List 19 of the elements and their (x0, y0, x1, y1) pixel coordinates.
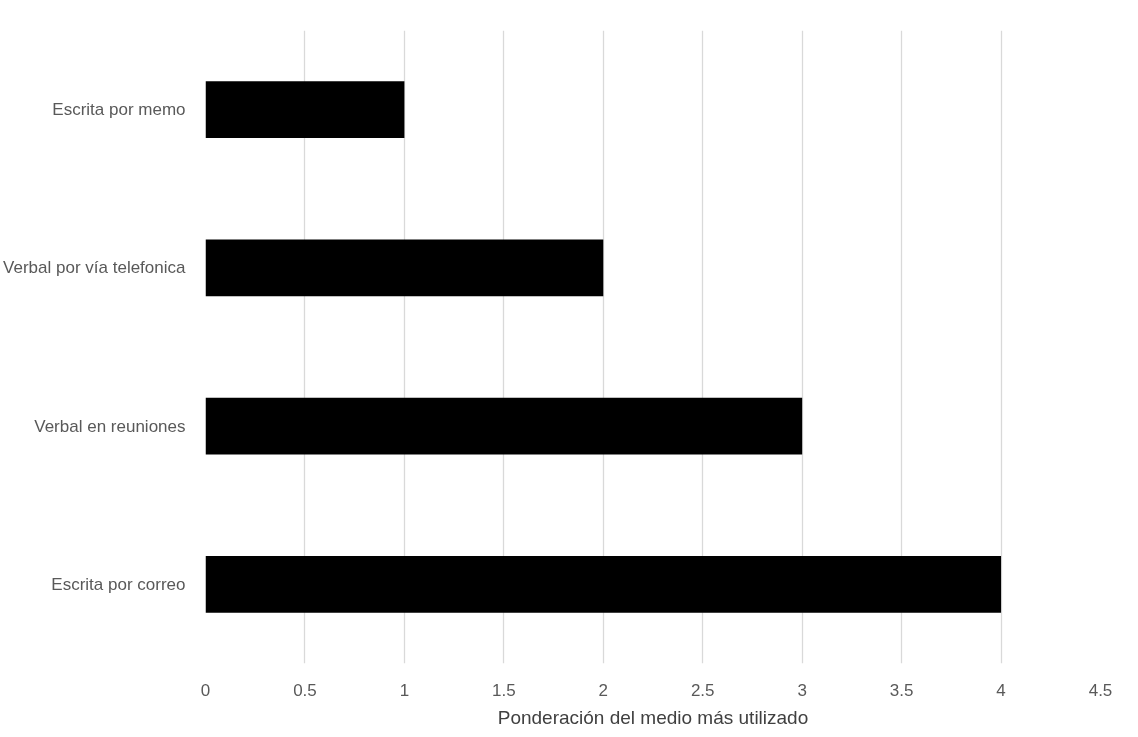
y-tick-label: Verbal en reuniones (34, 416, 186, 436)
x-tick-label: 4.5 (1088, 680, 1113, 700)
x-tick-label: 1.5 (492, 680, 516, 700)
x-tick-label: 4 (996, 680, 1006, 700)
bar (205, 81, 405, 139)
x-tick-label: 0 (200, 680, 211, 700)
x-tick-label: 3 (797, 680, 807, 700)
bar (205, 397, 803, 455)
x-tick-label: 0.5 (293, 680, 317, 700)
x-tick-label: 3.5 (889, 680, 914, 700)
y-tick-label: Verbal por vía telefonica (3, 258, 187, 278)
x-axis-title: Ponderación del medio más utilizado (497, 706, 809, 728)
bar (205, 239, 604, 297)
bar (205, 555, 1002, 613)
x-tick-label: 1 (399, 680, 410, 700)
x-tick-label: 2.5 (690, 680, 715, 700)
y-tick-label: Escrita por correo (51, 574, 186, 594)
x-tick-label: 2 (598, 680, 609, 700)
y-tick-label: Escrita por memo (52, 100, 186, 120)
